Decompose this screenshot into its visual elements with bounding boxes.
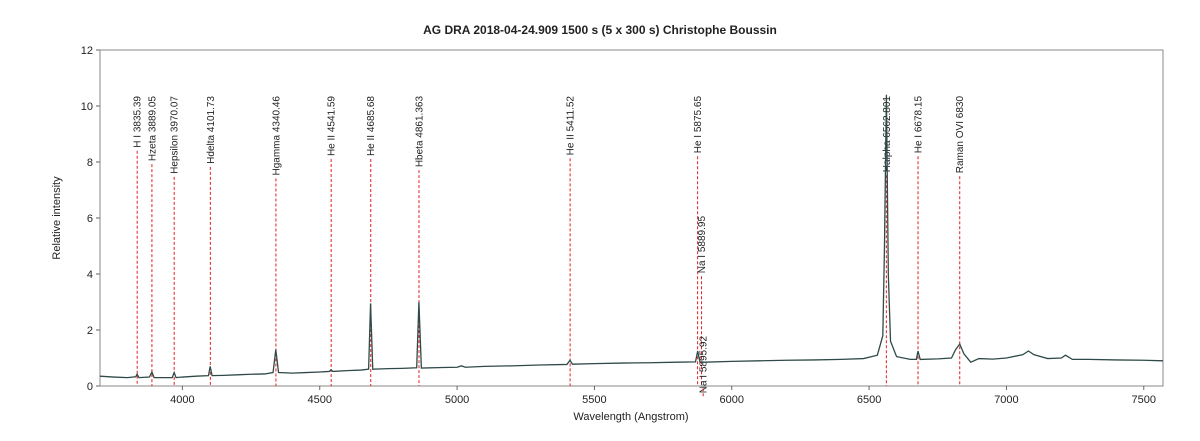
annotation-label: Hdelta 4101.73 (206, 96, 217, 164)
x-axis-label: Wavelength (Angstrom) (573, 411, 688, 423)
x-tick-label: 5000 (445, 394, 469, 406)
y-tick-label: 4 (87, 269, 93, 281)
annotation-label: Hzeta 3889.05 (147, 96, 158, 161)
chart-title: AG DRA 2018-04-24.909 1500 s (5 x 300 s)… (423, 23, 777, 37)
annotation-label: He II 5411.52 (566, 96, 577, 156)
y-tick-label: 6 (87, 213, 93, 225)
annotation-label: Hgamma 4340.46 (271, 96, 282, 176)
y-tick-label: 10 (81, 101, 93, 113)
y-axis-label: Relative intensity (51, 176, 63, 260)
annotation-label: Na I 5889.95 (697, 216, 708, 274)
x-tick-label: 6500 (857, 394, 881, 406)
x-tick-label: 7000 (994, 394, 1018, 406)
annotation-label: Raman OVI 6830 (955, 96, 966, 174)
x-tick-label: 7500 (1132, 394, 1156, 406)
y-tick-label: 8 (87, 157, 93, 169)
annotation-label: H I 3835.39 (133, 96, 144, 148)
x-tick-label: 5500 (582, 394, 606, 406)
annotation-label: He II 4541.59 (327, 96, 338, 156)
annotation-label: Hbeta 4861.363 (414, 96, 425, 168)
annotation-label: Hepsilon 3970.07 (170, 96, 181, 174)
annotation-label: He I 5875.65 (693, 96, 704, 154)
annotation-label: Na I 5895.92 (699, 336, 710, 394)
plot-frame (99, 49, 1164, 387)
y-tick-label: 0 (87, 381, 93, 393)
spectrum-line (99, 94, 1164, 379)
y-tick-label: 12 (81, 45, 93, 57)
annotation-label: He I 6678.15 (914, 96, 925, 154)
x-tick-label: 4500 (307, 394, 331, 406)
x-tick-label: 4000 (170, 394, 194, 406)
x-tick-label: 6000 (720, 394, 744, 406)
y-tick-label: 2 (87, 325, 93, 337)
annotation-label: He II 4685.68 (366, 96, 377, 156)
